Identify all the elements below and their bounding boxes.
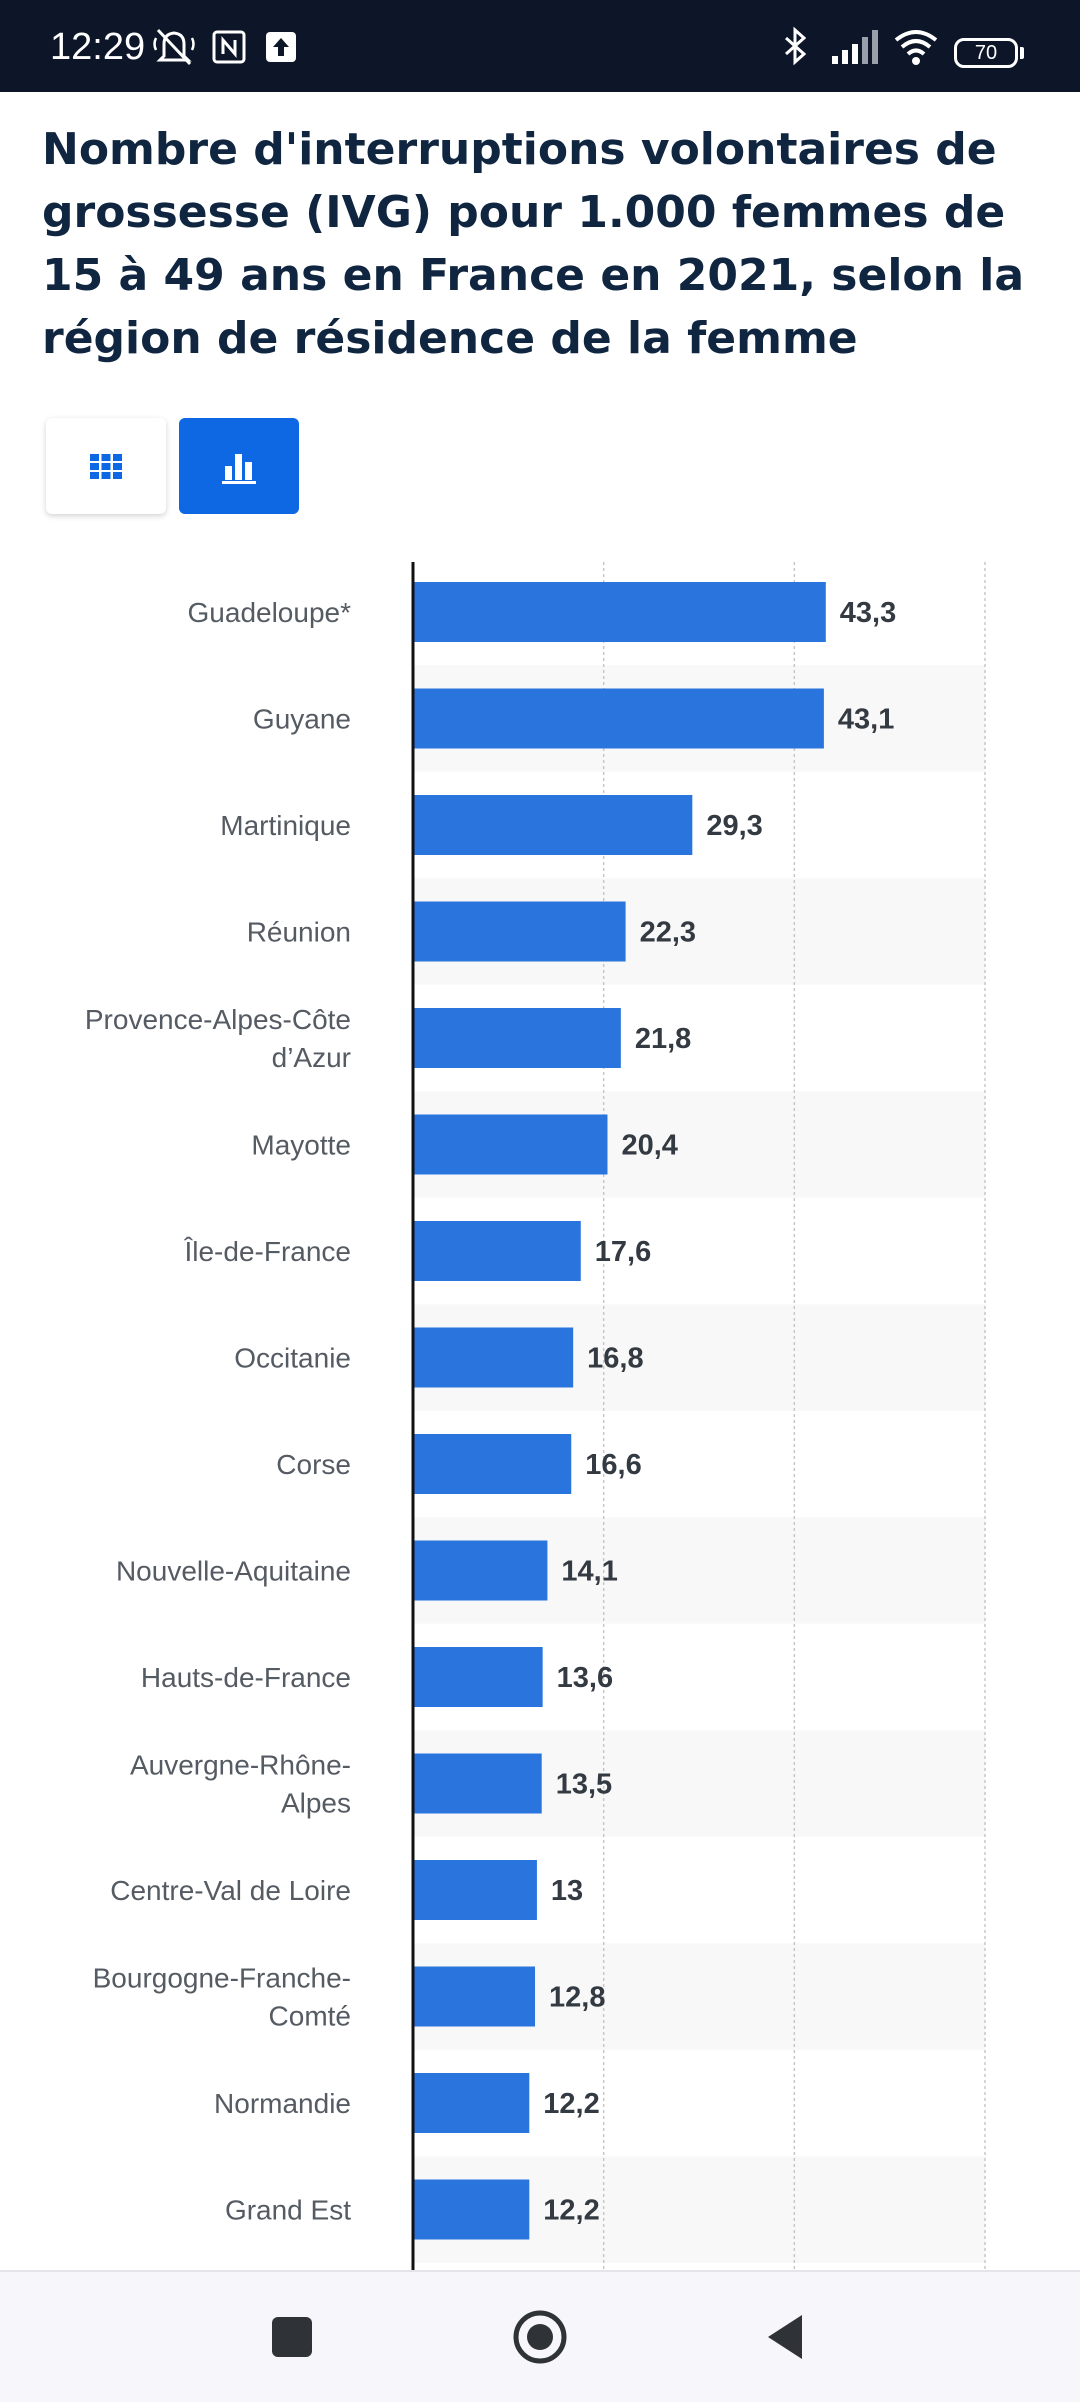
data-label: 29,3 (706, 810, 762, 842)
category-label: Nouvelle-Aquitaine (116, 1556, 351, 1587)
data-label: 21,8 (635, 1023, 691, 1055)
bar (413, 2179, 530, 2240)
category-label: Martinique (220, 810, 351, 841)
data-label: 13,6 (557, 1662, 613, 1694)
bar (413, 795, 693, 855)
category-label: Occitanie (234, 1343, 351, 1374)
category-label: Mayotte (251, 1130, 351, 1161)
data-label: 20,4 (621, 1130, 677, 1162)
bar (413, 1540, 548, 1601)
mute-notifications-icon (153, 28, 195, 66)
data-label: 12,2 (543, 2088, 599, 2120)
bar (413, 1221, 581, 1281)
category-label: Île-de-France (183, 1236, 351, 1267)
bluetooth-icon (785, 26, 807, 66)
data-label: 16,6 (585, 1449, 641, 1481)
bar (413, 2073, 530, 2133)
bar (413, 901, 626, 962)
bar (413, 1860, 537, 1920)
category-label: Réunion (247, 917, 351, 948)
bar (413, 1647, 543, 1707)
recents-button[interactable] (232, 2272, 352, 2402)
home-button[interactable] (480, 2272, 600, 2402)
status-bar: 12:29 70 (0, 0, 1080, 92)
nfc-icon (212, 30, 246, 64)
back-triangle-icon (768, 2315, 802, 2359)
back-button[interactable] (726, 2272, 846, 2402)
category-label: Auvergne-Rhône-Alpes (130, 1750, 351, 1819)
bar (413, 1966, 536, 2027)
data-label: 14,1 (561, 1556, 617, 1588)
bar (413, 582, 826, 642)
bar (413, 1434, 572, 1494)
home-circle-icon (513, 2310, 567, 2364)
data-label: 43,3 (840, 597, 896, 629)
bar (413, 1008, 621, 1068)
data-label: 13,5 (556, 1769, 612, 1801)
wifi-icon (894, 30, 938, 65)
bar-chart: 43,3 Guadeloupe* 43,1 Guyane 29,3 Martinique 2… (85, 562, 986, 2270)
category-label: Provence-Alpes-Côte d’Azur (85, 1004, 351, 1073)
battery-icon: 70 (954, 38, 1018, 68)
category-label: Guadeloupe* (188, 597, 352, 628)
battery-tip (1020, 47, 1024, 59)
data-label: 22,3 (640, 917, 696, 949)
system-nav-bar (0, 2270, 1080, 2402)
data-label: 43,1 (838, 704, 894, 736)
category-label: Centre-Val de Loire (110, 1875, 351, 1906)
category-label: Hauts-de-France (141, 1662, 351, 1693)
data-label: 13 (551, 1875, 583, 1907)
recents-square-icon (272, 2317, 312, 2357)
bar (413, 1327, 574, 1388)
data-label: 12,2 (543, 2195, 599, 2227)
upload-icon (266, 32, 296, 62)
status-time: 12:29 (50, 26, 146, 68)
category-label: Guyane (253, 704, 351, 735)
battery-level: 70 (974, 42, 998, 64)
grid-table-icon (90, 454, 122, 479)
category-label: Grand Est (225, 2195, 351, 2226)
bar-chart-icon (222, 454, 256, 484)
category-label: Corse (276, 1449, 351, 1480)
category-label: Normandie (214, 2088, 351, 2119)
chart-view-button[interactable] (179, 418, 299, 514)
table-view-button[interactable] (46, 418, 166, 514)
bar (413, 688, 824, 749)
page-title: Nombre d'interruptions volontaires de gr… (42, 124, 1025, 364)
data-label: 16,8 (587, 1343, 643, 1375)
signal-icon (832, 30, 878, 64)
bar (413, 1753, 542, 1814)
data-label: 17,6 (595, 1236, 651, 1268)
bar (413, 1114, 608, 1175)
category-label: Bourgogne-Franche-Comté (93, 1963, 351, 2032)
data-label: 12,8 (549, 1982, 605, 2014)
